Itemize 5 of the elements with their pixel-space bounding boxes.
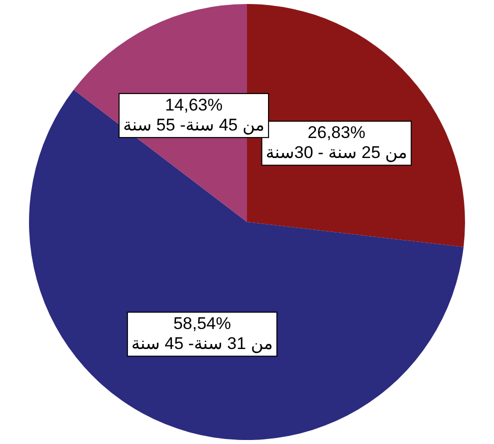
- slice-label: من 31 سنة- 45 سنة: [131, 334, 273, 354]
- slice-label: من 25 سنة - 30سنة: [266, 143, 408, 164]
- data-label: 14,63%: [164, 96, 223, 115]
- data-label: 26,83%: [308, 123, 366, 142]
- data-label: 58,54%: [173, 314, 231, 334]
